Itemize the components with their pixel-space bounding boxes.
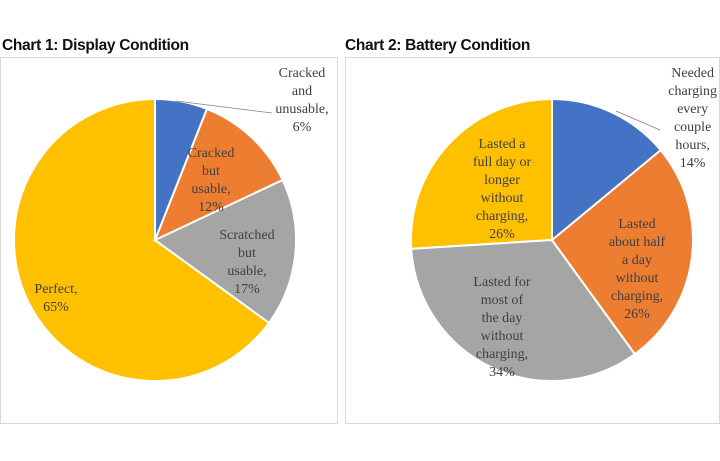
chart-1-slice-3 [13,97,271,382]
chart-1-label-perfect: Perfect, 65% [34,282,78,315]
chart-1-title: Chart 1: Display Condition [2,37,189,54]
chart-1-slice-1 [153,107,284,242]
chart-2-leader-line [615,110,661,131]
chart-2-label-half-day: Lasted about half a day without charging… [608,217,666,322]
chart-2-label-most-day: Lasted for most of the day without charg… [473,275,531,380]
chart-1-label-cracked-usable: Cracked but usable, 12% [187,146,235,215]
chart-1-label-scratched: Scratched but usable, 17% [219,228,275,297]
chart-2-slice-0 [551,97,663,243]
chart-1-leader-line [175,100,273,114]
chart-2-label-full-day: Lasted a full day or longer without char… [472,137,532,242]
chart-2-label-couple-hours: Needed charging every couple hours, 14% [668,66,717,171]
chart-2-slice-2 [410,238,637,382]
chart-1-slice-2 [153,178,297,325]
chart-2-slice-3 [410,97,553,250]
chart-1-label-cracked-unusable: Cracked and unusable, 6% [275,66,329,135]
chart-2-title: Chart 2: Battery Condition [345,37,531,54]
chart-2-slice-1 [550,148,694,356]
